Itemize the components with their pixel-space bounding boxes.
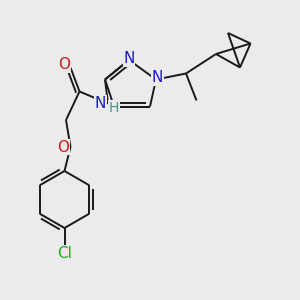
Text: N: N bbox=[152, 70, 163, 86]
Text: O: O bbox=[58, 57, 70, 72]
Text: O: O bbox=[57, 140, 69, 154]
Text: N: N bbox=[123, 51, 135, 66]
Text: N: N bbox=[95, 96, 106, 111]
Text: H: H bbox=[109, 101, 119, 115]
Text: Cl: Cl bbox=[57, 246, 72, 261]
